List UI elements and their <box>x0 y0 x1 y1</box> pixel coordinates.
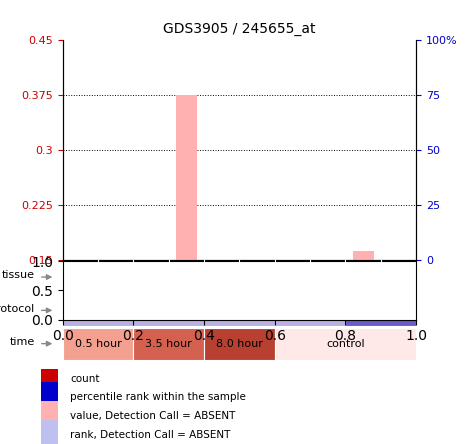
Bar <box>63 294 275 326</box>
Text: ovule: ovule <box>365 272 396 282</box>
Text: 3.5 hour: 3.5 hour <box>146 339 192 349</box>
Bar <box>41 420 58 444</box>
Bar <box>345 294 416 326</box>
Bar <box>41 382 58 412</box>
Text: rank, Detection Call = ABSENT: rank, Detection Call = ABSENT <box>70 430 231 440</box>
Text: unpollinated: unpollinated <box>275 305 345 315</box>
Text: pollinated: pollinated <box>141 305 197 315</box>
Text: control: control <box>326 339 365 349</box>
Text: 0.5 hour: 0.5 hour <box>75 339 121 349</box>
Text: 8.0 hour: 8.0 hour <box>216 339 263 349</box>
Bar <box>133 328 204 360</box>
Text: tissue: tissue <box>1 270 34 281</box>
Text: value, Detection Call = ABSENT: value, Detection Call = ABSENT <box>70 411 236 421</box>
Bar <box>204 328 275 360</box>
Text: percentile rank within the sample: percentile rank within the sample <box>70 392 246 402</box>
Bar <box>275 294 345 326</box>
Bar <box>63 261 345 293</box>
Bar <box>41 401 58 431</box>
Bar <box>345 261 416 293</box>
Text: pistil: pistil <box>191 272 217 282</box>
Bar <box>275 328 416 360</box>
Text: protocol: protocol <box>0 304 34 314</box>
Bar <box>176 95 197 260</box>
Bar <box>41 364 58 393</box>
Text: unfertilized: unfertilized <box>349 305 412 315</box>
Bar <box>63 328 133 360</box>
Text: time: time <box>9 337 34 347</box>
Title: GDS3905 / 245655_at: GDS3905 / 245655_at <box>163 22 316 36</box>
Text: count: count <box>70 373 100 384</box>
Bar <box>352 251 374 260</box>
